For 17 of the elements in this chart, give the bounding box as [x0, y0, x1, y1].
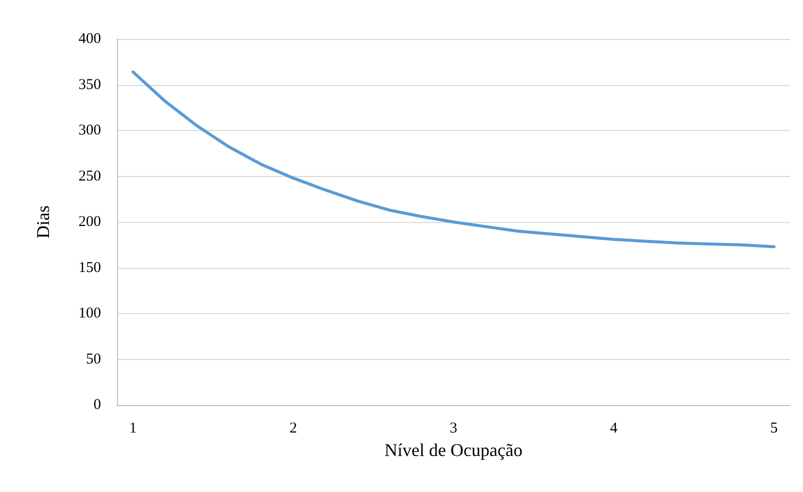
- y-tick-label: 250: [78, 168, 101, 184]
- y-tick-label: 350: [78, 76, 101, 93]
- x-tick-label: 1: [129, 420, 137, 436]
- y-tick-label: 200: [78, 214, 101, 230]
- y-tick-label: 100: [78, 306, 101, 322]
- x-tick-label: 3: [450, 420, 458, 436]
- y-tick-label: 0: [94, 397, 101, 413]
- x-axis-title: Nível de Ocupação: [384, 440, 522, 460]
- y-tick-label: 400: [78, 31, 101, 47]
- y-tick-label: 150: [78, 260, 101, 276]
- y-axis-title: Dias: [33, 206, 53, 238]
- x-tick-label: 5: [770, 420, 778, 436]
- x-tick-label: 4: [610, 420, 618, 436]
- y-tick-label: 50: [86, 351, 101, 368]
- y-tick-label: 300: [78, 122, 101, 138]
- line-series: [132, 70, 776, 248]
- x-tick-label: 2: [290, 420, 298, 436]
